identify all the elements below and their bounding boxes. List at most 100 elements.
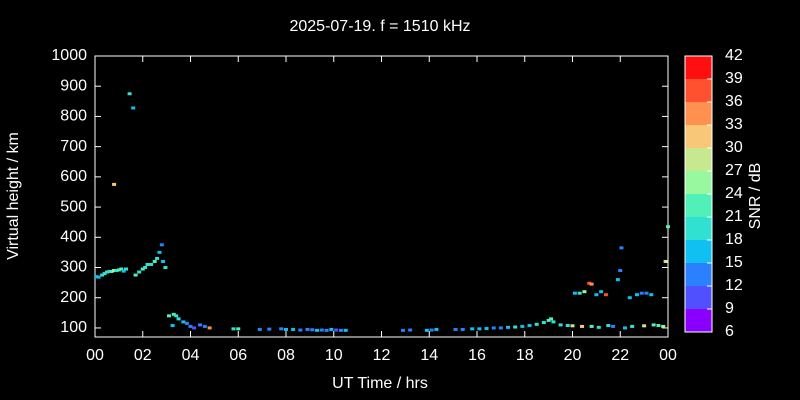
point <box>513 325 518 329</box>
point <box>96 275 101 279</box>
point <box>630 324 635 328</box>
point <box>207 326 212 330</box>
point <box>124 267 129 271</box>
point <box>453 327 458 331</box>
point <box>319 328 324 332</box>
point <box>470 327 475 331</box>
point <box>140 267 145 271</box>
x-tick-label: 18 <box>516 347 534 364</box>
colorbar-tick-label: 42 <box>725 47 743 64</box>
point <box>279 327 284 331</box>
point <box>310 328 315 332</box>
y-tick-label: 600 <box>60 168 87 185</box>
x-tick-label: 16 <box>468 347 486 364</box>
point <box>305 327 310 331</box>
point <box>484 327 489 331</box>
point <box>408 328 413 332</box>
point <box>133 273 138 277</box>
colorbar-band <box>685 79 712 102</box>
colorbar-tick-label: 21 <box>725 208 743 225</box>
point <box>163 266 168 270</box>
point <box>424 328 429 332</box>
point <box>572 291 577 295</box>
point <box>109 269 114 273</box>
x-tick-label: 20 <box>564 347 582 364</box>
point <box>527 324 532 328</box>
point <box>257 327 262 331</box>
y-tick-label: 400 <box>60 229 87 246</box>
point <box>649 293 654 297</box>
colorbar-tick-label: 24 <box>725 185 743 202</box>
point <box>119 267 124 271</box>
x-tick-label: 06 <box>229 347 247 364</box>
point <box>577 291 582 295</box>
colorbar-tick-label: 12 <box>725 277 743 294</box>
point <box>429 328 434 332</box>
colorbar-band <box>685 125 712 148</box>
point <box>639 291 644 295</box>
x-tick-label: 04 <box>182 347 200 364</box>
point <box>589 282 594 286</box>
colorbar-band <box>685 56 712 79</box>
point <box>137 270 142 274</box>
point <box>145 262 150 266</box>
point <box>642 324 647 328</box>
point <box>236 327 241 331</box>
point <box>491 326 496 330</box>
colorbar-tick-label: 39 <box>725 70 743 87</box>
y-tick-label: 700 <box>60 138 87 155</box>
point <box>615 278 620 282</box>
point <box>611 324 616 328</box>
point <box>102 272 107 276</box>
point <box>149 262 154 266</box>
point <box>94 275 99 279</box>
point <box>159 243 164 247</box>
point <box>171 312 176 316</box>
point <box>104 270 109 274</box>
chart-title: 2025-07-19. f = 1510 kHz <box>289 18 470 35</box>
point <box>599 290 604 294</box>
y-axis-label: Virtual height / km <box>5 132 22 260</box>
point <box>324 328 329 332</box>
point <box>131 106 136 110</box>
point <box>192 326 197 330</box>
point <box>121 269 126 273</box>
point <box>603 293 608 297</box>
point <box>606 324 611 328</box>
y-tick-label: 1000 <box>51 47 87 64</box>
point <box>152 259 157 263</box>
point <box>174 314 179 318</box>
x-tick-label: 10 <box>325 347 343 364</box>
point <box>618 269 623 273</box>
point <box>520 324 525 328</box>
point <box>546 318 551 322</box>
point <box>434 327 439 331</box>
point <box>143 266 148 270</box>
x-tick-label: 08 <box>277 347 295 364</box>
point <box>541 320 546 324</box>
point <box>343 328 348 332</box>
point <box>651 323 656 327</box>
point <box>161 259 166 263</box>
colorbar-tick-label: 30 <box>725 139 743 156</box>
colorbar-tick-label: 9 <box>725 300 734 317</box>
point <box>107 269 112 273</box>
x-tick-label: 14 <box>420 347 438 364</box>
point <box>498 326 503 330</box>
point <box>157 250 162 254</box>
colorbar-band <box>685 148 712 171</box>
point <box>184 321 189 325</box>
point <box>582 290 587 294</box>
point <box>594 293 599 297</box>
point <box>656 324 661 328</box>
point <box>298 328 303 332</box>
x-tick-label: 12 <box>373 347 391 364</box>
colorbar-band <box>685 240 712 263</box>
x-axis-label: UT Time / hrs <box>332 375 428 392</box>
point <box>580 324 585 328</box>
y-tick-label: 100 <box>60 319 87 336</box>
colorbar-tick-label: 6 <box>725 323 734 340</box>
point <box>551 320 556 324</box>
point <box>663 259 668 263</box>
plot-area <box>94 55 669 338</box>
